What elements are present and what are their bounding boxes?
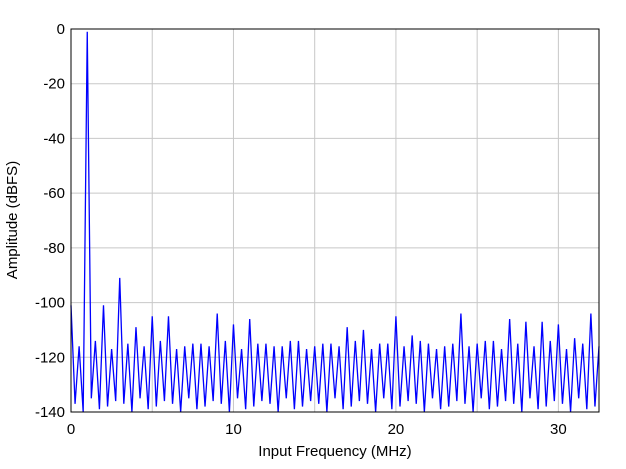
- x-tick-label: 30: [550, 421, 567, 438]
- x-tick-label: 20: [388, 421, 405, 438]
- y-tick-label: -60: [43, 185, 65, 202]
- y-tick-label: -100: [35, 295, 65, 312]
- plot-border: [70, 28, 600, 413]
- y-tick-label: -80: [43, 240, 65, 257]
- y-axis-label: Amplitude (dBFS): [4, 161, 21, 279]
- y-tick-label: -40: [43, 130, 65, 147]
- x-axis-label: Input Frequency (MHz): [258, 443, 411, 460]
- x-tick-label: 10: [225, 421, 242, 438]
- y-tick-label: -120: [35, 349, 65, 366]
- y-tick-label: -140: [35, 404, 65, 421]
- spectrum-line: [70, 31, 600, 413]
- y-tick-label: -20: [43, 76, 65, 93]
- y-tick-label: 0: [57, 21, 65, 38]
- x-tick-label: 0: [67, 421, 75, 438]
